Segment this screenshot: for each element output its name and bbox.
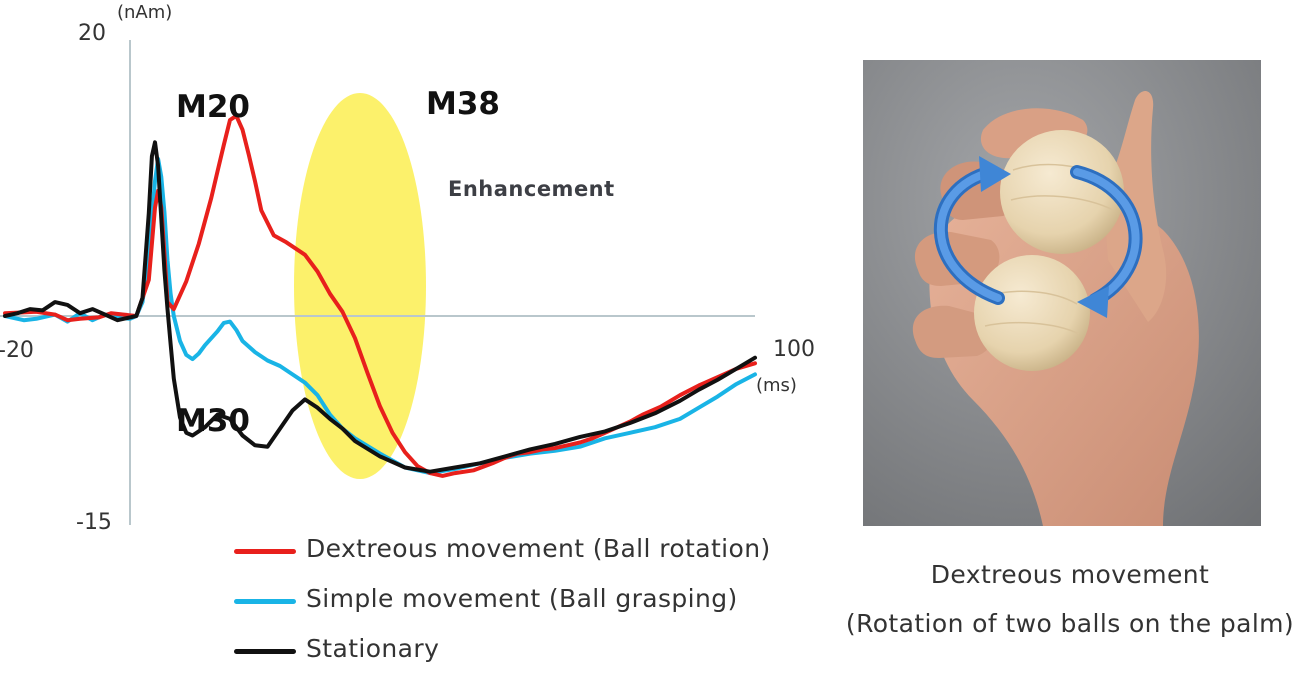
peak-label-m30: M30 <box>176 403 250 439</box>
x-tick-label-left: -20 <box>0 338 34 363</box>
series-line-dextreous-movement-ball-rotation <box>3 113 757 478</box>
legend-swatch-simple <box>234 599 296 604</box>
series-layer <box>3 113 757 478</box>
photo-caption-title: Dextreous movement <box>930 560 1210 589</box>
y-axis-unit-label: (nAm) <box>117 2 172 23</box>
series-line-stationary <box>3 140 757 474</box>
photo-caption-subtitle: (Rotation of two balls on the palm) <box>845 609 1295 638</box>
enhancement-label: Enhancement <box>448 177 615 201</box>
enhancement-highlight <box>294 93 426 479</box>
hand-ball-rotation-photo <box>863 60 1261 526</box>
x-tick-label-right: 100 <box>773 337 815 362</box>
x-axis-unit-label: (ms) <box>756 375 797 396</box>
legend-label-stationary: Stationary <box>306 634 440 663</box>
y-tick-label-bottom: -15 <box>76 510 112 530</box>
hand-rotating-two-balls-icon <box>863 60 1261 526</box>
peak-label-m38: M38 <box>426 86 500 122</box>
meg-waveform-chart: 20 -15 -20 100 (nAm) (ms) M20 M30 M38 En… <box>0 2 815 530</box>
peak-label-m20: M20 <box>176 89 250 125</box>
legend-swatch-dextreous <box>234 549 296 554</box>
legend-label-dextreous: Dextreous movement (Ball rotation) <box>306 534 771 563</box>
y-tick-label-top: 20 <box>78 21 106 46</box>
legend-label-simple: Simple movement (Ball grasping) <box>306 584 738 613</box>
legend-swatch-stationary <box>234 649 296 654</box>
